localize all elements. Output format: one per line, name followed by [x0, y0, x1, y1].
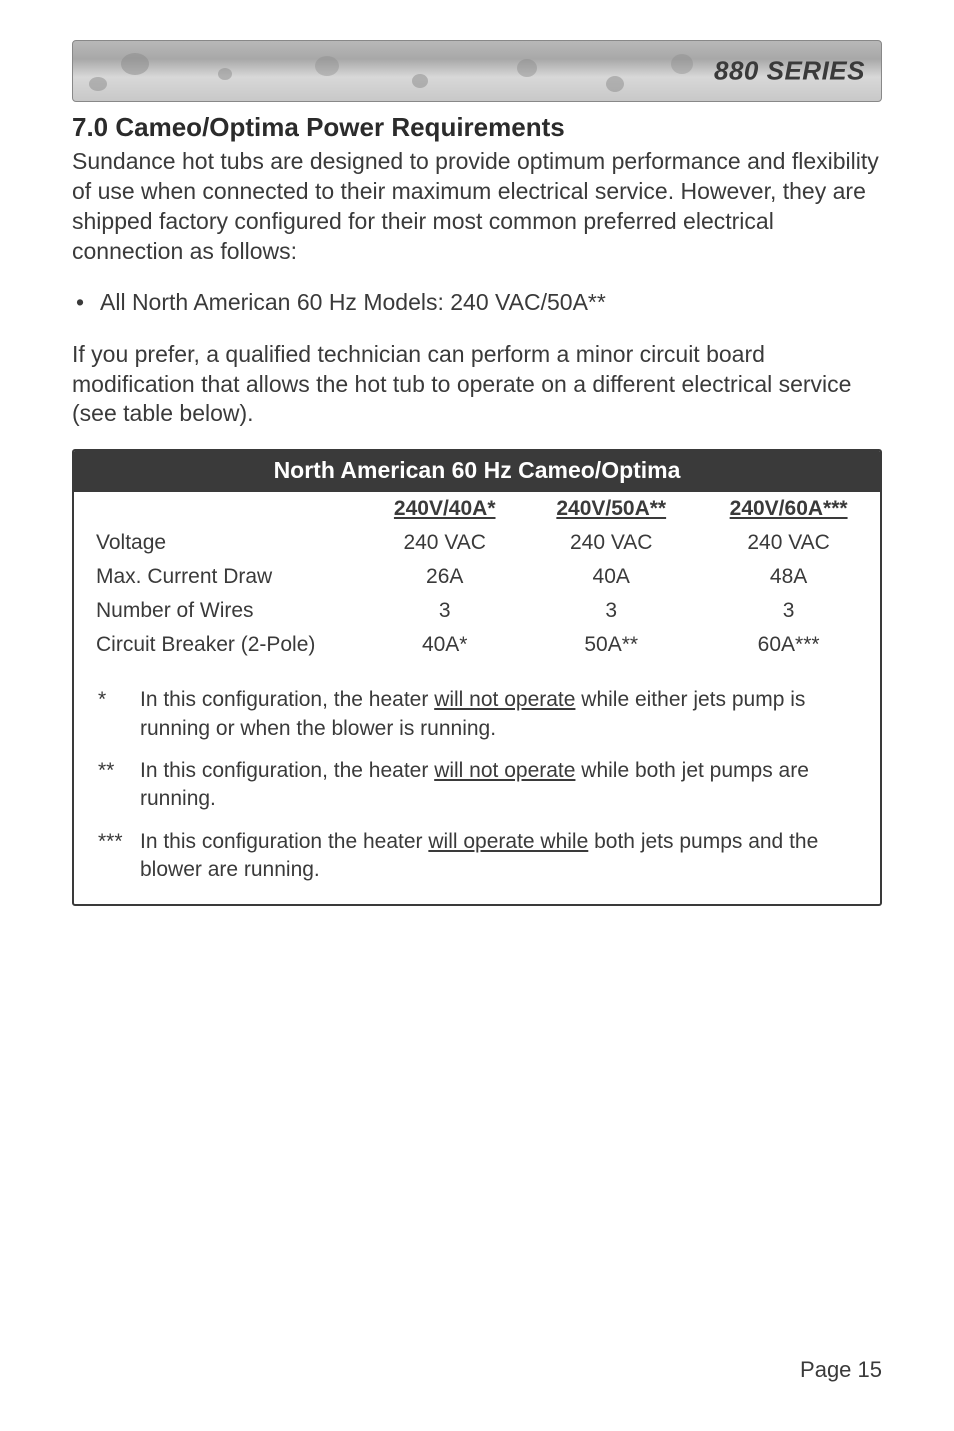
cell: 50A** [525, 628, 697, 662]
table-row: Number of Wires 3 3 3 [74, 594, 880, 628]
config-list: All North American 60 Hz Models: 240 VAC… [72, 287, 882, 318]
col-header: 240V/40A* [364, 492, 525, 526]
row-label: Circuit Breaker (2-Pole) [74, 628, 364, 662]
cell: 240 VAC [364, 526, 525, 560]
col-header: 240V/60A*** [697, 492, 880, 526]
cell: 3 [364, 594, 525, 628]
section-heading: 7.0 Cameo/Optima Power Requirements [72, 112, 882, 143]
table-row: Max. Current Draw 26A 40A 48A [74, 560, 880, 594]
cell: 240 VAC [697, 526, 880, 560]
spec-table-container: North American 60 Hz Cameo/Optima 240V/4… [72, 449, 882, 906]
row-label: Number of Wires [74, 594, 364, 628]
footnote-text: In this configuration the heater will op… [140, 828, 862, 885]
cell: 3 [697, 594, 880, 628]
cell: 48A [697, 560, 880, 594]
table-row: Circuit Breaker (2-Pole) 40A* 50A** 60A*… [74, 628, 880, 662]
col-header: 240V/50A** [525, 492, 697, 526]
cell: 60A*** [697, 628, 880, 662]
footnote-section: * In this configuration, the heater will… [74, 662, 880, 904]
row-label: Voltage [74, 526, 364, 560]
cell: 40A* [364, 628, 525, 662]
footnote-text: In this configuration, the heater will n… [140, 686, 862, 743]
footnote: *** In this configuration the heater wil… [92, 828, 862, 885]
footnote-mark: ** [92, 757, 140, 814]
cell: 40A [525, 560, 697, 594]
footnote-text: In this configuration, the heater will n… [140, 757, 862, 814]
footnote-mark: *** [92, 828, 140, 885]
footnote-mark: * [92, 686, 140, 743]
row-label: Max. Current Draw [74, 560, 364, 594]
intro-paragraph: Sundance hot tubs are designed to provid… [72, 147, 882, 267]
config-list-item: All North American 60 Hz Models: 240 VAC… [100, 287, 882, 318]
banner-series-label: 880 SERIES [714, 56, 865, 87]
spec-table: 240V/40A* 240V/50A** 240V/60A*** Voltage… [74, 492, 880, 662]
intro2-paragraph: If you prefer, a qualified technician ca… [72, 340, 882, 430]
spec-table-title: North American 60 Hz Cameo/Optima [74, 451, 880, 492]
cell: 26A [364, 560, 525, 594]
table-row: Voltage 240 VAC 240 VAC 240 VAC [74, 526, 880, 560]
series-banner: 880 SERIES [72, 40, 882, 102]
footnote: ** In this configuration, the heater wil… [92, 757, 862, 814]
cell: 3 [525, 594, 697, 628]
table-header-row: 240V/40A* 240V/50A** 240V/60A*** [74, 492, 880, 526]
page-number: Page 15 [800, 1357, 882, 1383]
cell: 240 VAC [525, 526, 697, 560]
footnote: * In this configuration, the heater will… [92, 686, 862, 743]
